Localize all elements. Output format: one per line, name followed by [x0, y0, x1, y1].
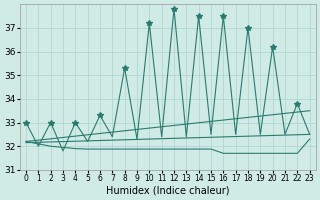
X-axis label: Humidex (Indice chaleur): Humidex (Indice chaleur) [106, 186, 229, 196]
